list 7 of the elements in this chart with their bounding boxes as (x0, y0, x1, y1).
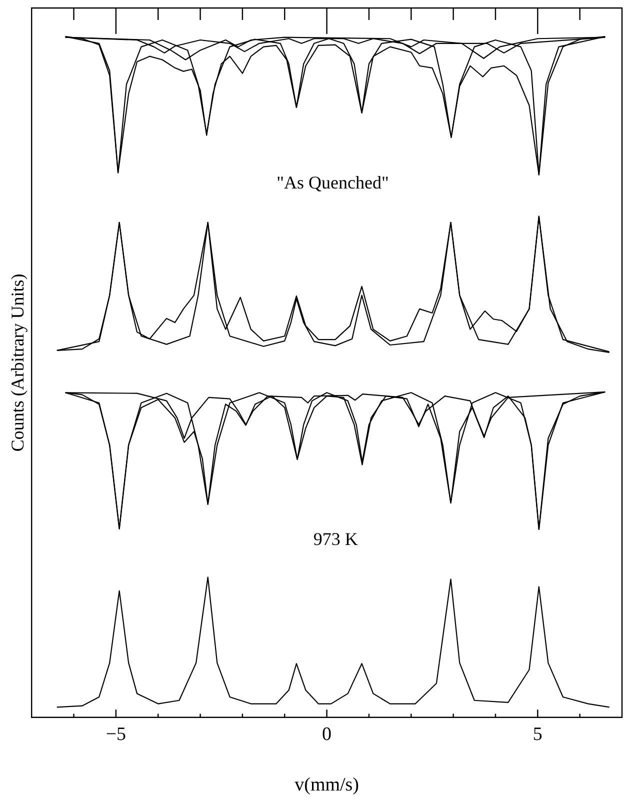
y-axis-title: Counts (Arbitrary Units) (8, 274, 28, 452)
x-tick-label: 5 (532, 724, 542, 745)
x-axis-title: v(mm/s) (294, 774, 359, 796)
annotation: 973 K (313, 528, 358, 549)
annotation: "As Quenched" (276, 172, 389, 193)
x-tick-label: 0 (322, 724, 332, 745)
x-tick-label: −5 (106, 724, 126, 745)
